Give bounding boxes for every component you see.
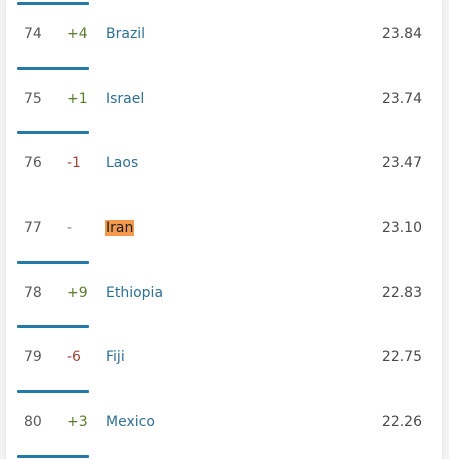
table-row-ethiopia: 78 +9 Ethiopia 22.83 (6, 261, 442, 326)
rank-change: +3 (67, 414, 88, 430)
score-value: 22.75 (381, 349, 422, 365)
rank-change: +9 (67, 285, 88, 301)
country-link-brazil[interactable]: Brazil (106, 26, 146, 42)
row-separator (17, 325, 89, 328)
country-link-mexico[interactable]: Mexico (106, 414, 155, 430)
table-row-mexico: 80 +3 Mexico 22.26 (6, 390, 442, 455)
rank-change: - (67, 220, 73, 236)
score-value: 23.84 (381, 26, 422, 42)
rank-value: 78 (24, 285, 42, 301)
row-separator (17, 261, 89, 264)
rank-value: 74 (24, 26, 42, 42)
ranking-card: 74 +4 Brazil 23.84 75 +1 Israel 23.74 76… (6, 0, 442, 459)
country-link-iran[interactable]: Iran (105, 220, 135, 236)
row-separator (17, 2, 89, 5)
rank-value: 80 (24, 414, 42, 430)
score-value: 23.10 (381, 220, 422, 236)
rank-change: -6 (67, 349, 81, 365)
row-separator (17, 131, 89, 134)
row-separator (17, 455, 89, 458)
row-separator (17, 67, 89, 70)
row-separator (17, 390, 89, 393)
rank-value: 76 (24, 155, 42, 171)
table-row-fiji: 79 -6 Fiji 22.75 (6, 325, 442, 390)
rank-value: 75 (24, 91, 42, 107)
table-row-brazil: 74 +4 Brazil 23.84 (6, 2, 442, 67)
country-link-israel[interactable]: Israel (106, 91, 145, 107)
table-row-iran: 77 - Iran 23.10 (6, 196, 442, 261)
score-value: 23.74 (381, 91, 422, 107)
table-row-israel: 75 +1 Israel 23.74 (6, 67, 442, 132)
country-link-laos[interactable]: Laos (106, 155, 139, 171)
score-value: 22.83 (381, 285, 422, 301)
country-link-ethiopia[interactable]: Ethiopia (106, 285, 164, 301)
rank-change: -1 (67, 155, 81, 171)
rank-value: 79 (24, 349, 42, 365)
rank-change: +1 (67, 91, 88, 107)
score-value: 22.26 (381, 414, 422, 430)
rank-change: +4 (67, 26, 88, 42)
rank-value: 77 (24, 220, 42, 236)
score-value: 23.47 (381, 155, 422, 171)
country-link-fiji[interactable]: Fiji (106, 349, 125, 365)
table-row-laos: 76 -1 Laos 23.47 (6, 131, 442, 196)
